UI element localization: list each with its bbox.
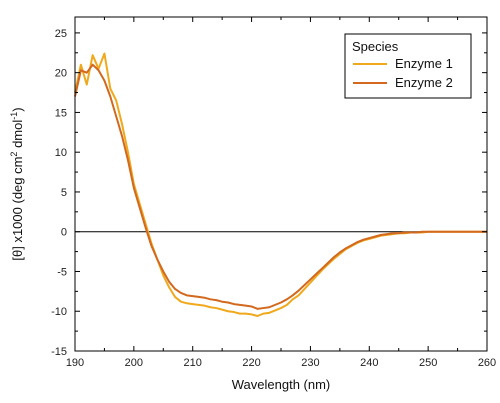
- legend-label-enzyme-1: Enzyme 1: [395, 56, 453, 71]
- y-axis-label-part: dmol: [10, 120, 25, 152]
- y-tick-label: -5: [57, 266, 67, 278]
- x-tick-label: 250: [419, 357, 437, 369]
- x-tick-label: 220: [242, 357, 260, 369]
- legend-title: Species: [352, 39, 399, 54]
- y-tick-label: 0: [61, 227, 67, 239]
- x-tick-label: 240: [360, 357, 378, 369]
- x-tick-label: 190: [66, 357, 84, 369]
- x-tick-label: 230: [301, 357, 319, 369]
- legend-box: [344, 33, 472, 99]
- x-tick-label: 260: [478, 357, 496, 369]
- y-axis-label-superscript: -1: [9, 112, 19, 120]
- y-tick-label: 25: [55, 28, 67, 40]
- legend-label-enzyme-2: Enzyme 2: [395, 75, 453, 90]
- y-tick-label: 20: [55, 68, 67, 80]
- x-tick-label: 200: [125, 357, 143, 369]
- y-axis-label-superscript: 2: [9, 152, 19, 157]
- legend: Species Enzyme 1 Enzyme 2: [344, 33, 472, 99]
- y-tick-label: 15: [55, 107, 67, 119]
- x-axis-label: Wavelength (nm): [232, 377, 331, 392]
- y-tick-label: 5: [61, 187, 67, 199]
- series-line-enzyme-2: [74, 63, 487, 310]
- y-tick-label: -15: [51, 346, 67, 358]
- y-axis-label-part: [θ] x1000 (deg cm: [10, 157, 25, 261]
- y-tick-label: -10: [51, 306, 67, 318]
- y-tick-label: 10: [55, 147, 67, 159]
- y-axis-label-part: ): [10, 107, 25, 111]
- x-tick-label: 210: [184, 357, 202, 369]
- y-axis-label: [θ] x1000 (deg cm2 dmol-1): [9, 107, 25, 260]
